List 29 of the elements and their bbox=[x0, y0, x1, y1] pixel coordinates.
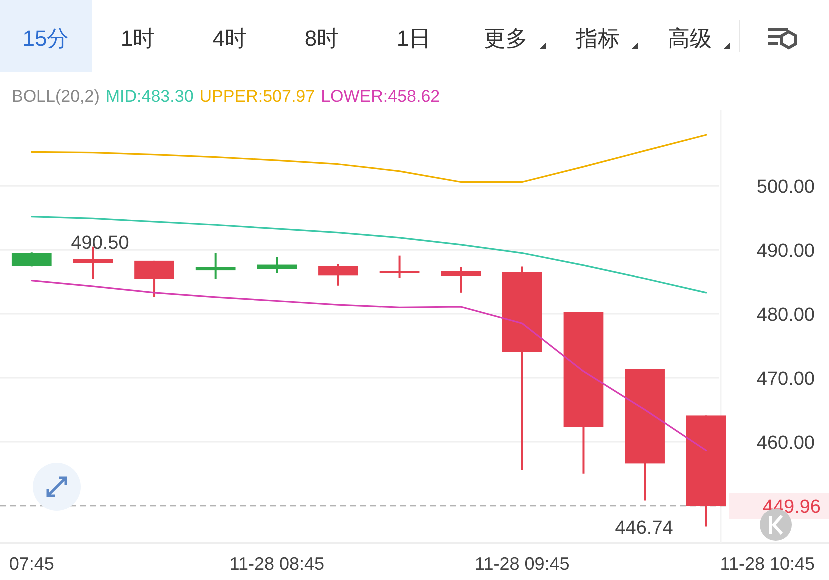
y-tick-label: 460.00 bbox=[756, 432, 815, 454]
line-series bbox=[31, 134, 708, 184]
x-tick-label: 11-28 08:45 bbox=[230, 554, 325, 574]
x-tick-label: 07:45 bbox=[9, 554, 54, 574]
x-tick-label: 11-28 09:45 bbox=[475, 554, 570, 574]
text: LOWER:458.62 bbox=[321, 87, 440, 106]
text: 指标 bbox=[575, 26, 620, 51]
y-tick-label: 490.00 bbox=[756, 241, 815, 262]
candlestick bbox=[257, 256, 298, 274]
x-tick-label: 11-28 10:45 bbox=[720, 554, 816, 574]
y-tick-label: 500.00 bbox=[756, 177, 815, 198]
legend-title: BOLL(20,2) bbox=[12, 87, 100, 106]
candlestick bbox=[196, 252, 236, 280]
y-tick-label: 470.00 bbox=[756, 368, 815, 390]
text: 15分 bbox=[22, 26, 70, 51]
text: 1时 bbox=[120, 26, 156, 51]
line-series bbox=[31, 216, 708, 294]
text: 更多 bbox=[484, 26, 528, 51]
candlestick bbox=[380, 254, 420, 280]
text: 4时 bbox=[212, 26, 248, 51]
text: 高级 bbox=[668, 26, 712, 51]
line-series bbox=[31, 280, 708, 452]
text: UPPER:507.97 bbox=[200, 87, 316, 106]
text: 1日 bbox=[396, 26, 432, 51]
text: 8时 bbox=[304, 26, 340, 51]
annotation: 446.74 bbox=[615, 518, 674, 539]
y-tick-label: 480.00 bbox=[756, 305, 815, 326]
annotation: 490.50 bbox=[71, 232, 130, 254]
text: MID:483.30 bbox=[106, 87, 194, 106]
